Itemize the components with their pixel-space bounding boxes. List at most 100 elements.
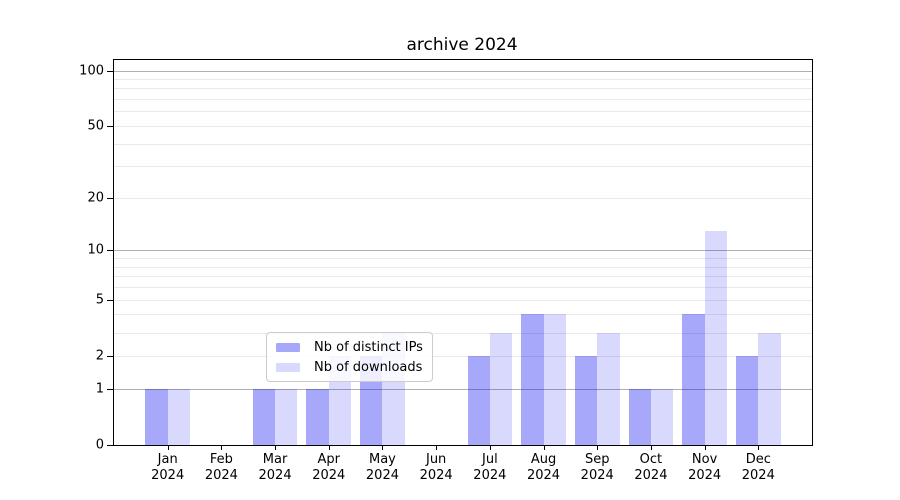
- y-tick-mark: [107, 70, 113, 72]
- legend-swatch-distinct-ips: [276, 342, 300, 352]
- gridline-major: [114, 250, 812, 252]
- bar-downloads: [275, 388, 298, 445]
- bar-downloads: [489, 332, 513, 445]
- x-tick-label-line: Jan: [157, 452, 178, 467]
- gridline-minor: [114, 287, 812, 289]
- gridline-minor: [114, 88, 812, 90]
- x-tick-mark: [275, 445, 277, 450]
- x-tick-label-line: Nov: [691, 452, 718, 467]
- bar-distinct-ips: [306, 388, 329, 445]
- x-tick-label-line: 2024: [688, 468, 722, 483]
- x-tick-mark: [382, 445, 384, 450]
- x-tick-label-line: Jul: [482, 452, 498, 467]
- gridline-minor: [114, 258, 812, 260]
- bar-distinct-ips: [736, 355, 759, 445]
- y-tick-mark: [107, 388, 113, 390]
- x-tick-label: Dec 2024: [726, 452, 790, 484]
- gridline-minor: [114, 299, 812, 301]
- gridline-major: [114, 70, 812, 72]
- x-tick-mark: [221, 445, 223, 450]
- y-tick-label: 20: [87, 190, 104, 206]
- gridline-minor: [114, 143, 812, 145]
- x-tick-label-line: 2024: [526, 468, 561, 483]
- bar-distinct-ips: [521, 314, 544, 445]
- x-tick-label: Aug 2024: [512, 452, 576, 484]
- chart-title: archive 2024: [406, 35, 518, 55]
- x-tick-label-line: Feb: [209, 452, 233, 467]
- x-tick-label-line: 2024: [634, 468, 668, 483]
- x-tick-label-line: 2024: [312, 468, 346, 483]
- gridline-minor: [114, 166, 812, 168]
- y-tick-label: 100: [79, 63, 104, 79]
- x-tick-mark: [704, 445, 706, 450]
- x-tick-label-line: 2024: [365, 468, 399, 483]
- x-tick-mark: [167, 445, 169, 450]
- gridline-minor: [114, 111, 812, 113]
- y-tick-mark: [107, 197, 113, 199]
- y-tick-mark: [107, 125, 113, 127]
- x-tick-label-line: May: [369, 452, 396, 467]
- legend-item-downloads: Nb of downloads: [276, 359, 423, 375]
- legend: Nb of distinct IPs Nb of downloads: [266, 332, 433, 382]
- x-tick-label: Apr 2024: [297, 452, 361, 484]
- gridline-minor: [114, 99, 812, 101]
- bar-distinct-ips: [574, 355, 598, 445]
- gridline-minor: [114, 197, 812, 199]
- x-tick-label-line: Sep: [584, 452, 610, 467]
- x-tick-label-line: Mar: [262, 452, 288, 467]
- legend-label-distinct-ips: Nb of distinct IPs: [314, 339, 423, 355]
- bar-distinct-ips: [467, 355, 490, 445]
- x-tick-label: Oct 2024: [619, 452, 683, 484]
- x-tick-label-line: Oct: [639, 452, 663, 467]
- x-tick-label: Jul 2024: [458, 452, 522, 484]
- bar-downloads: [597, 332, 620, 445]
- x-tick-label: Jun 2024: [404, 452, 468, 484]
- x-tick-label: Feb 2024: [189, 452, 253, 484]
- x-tick-mark: [758, 445, 760, 450]
- y-tick-label: 2: [95, 348, 104, 364]
- bar-distinct-ips: [682, 314, 705, 445]
- x-tick-label: Jan 2024: [136, 452, 200, 484]
- x-tick-label-line: 2024: [741, 468, 775, 483]
- legend-swatch-downloads: [276, 362, 300, 372]
- x-tick-label-line: 2024: [419, 468, 453, 483]
- x-tick-label: Nov 2024: [673, 452, 737, 484]
- legend-item-distinct-ips: Nb of distinct IPs: [276, 339, 423, 355]
- gridline-minor: [114, 266, 812, 268]
- x-tick-label-line: 2024: [580, 468, 614, 483]
- x-tick-mark: [650, 445, 652, 450]
- x-tick-label: Sep 2024: [565, 452, 629, 484]
- y-tick-label: 1: [95, 381, 104, 397]
- x-tick-label-line: Jun: [425, 452, 447, 467]
- bar-downloads: [650, 388, 674, 445]
- plot-area: 100 50 20 10 5 2 1 0 Jan 2024 Feb 2024 Mar 2024 Apr 202…: [79, 59, 813, 483]
- bar-downloads: [543, 314, 566, 445]
- x-tick-label-line: 2024: [204, 468, 238, 483]
- gridline-minor: [114, 125, 812, 127]
- bar-downloads: [167, 388, 190, 445]
- y-tick-mark: [107, 445, 113, 446]
- bar-downloads: [704, 230, 727, 445]
- bar-distinct-ips: [252, 388, 276, 445]
- x-tick-label-line: Apr: [317, 452, 341, 467]
- x-tick-mark: [328, 445, 330, 450]
- x-tick-mark: [436, 445, 438, 450]
- x-tick-label-line: 2024: [258, 468, 292, 483]
- y-tick-label: 0: [95, 437, 104, 453]
- x-tick-label-line: 2024: [473, 468, 507, 483]
- y-tick-label: 5: [95, 292, 104, 308]
- gridline-minor: [114, 332, 812, 334]
- legend-label-downloads: Nb of downloads: [314, 359, 423, 375]
- x-tick-label: May 2024: [350, 452, 414, 484]
- x-tick-mark: [597, 445, 599, 450]
- bar-distinct-ips: [145, 388, 168, 445]
- x-tick-label-line: Dec: [745, 452, 771, 467]
- x-tick-label-line: Aug: [530, 452, 557, 467]
- x-tick-label: Mar 2024: [243, 452, 307, 484]
- y-tick-mark: [107, 250, 113, 252]
- y-tick-label: 50: [87, 118, 104, 134]
- gridline-minor: [114, 314, 812, 316]
- gridline-minor: [114, 276, 812, 278]
- bar-downloads: [758, 332, 781, 445]
